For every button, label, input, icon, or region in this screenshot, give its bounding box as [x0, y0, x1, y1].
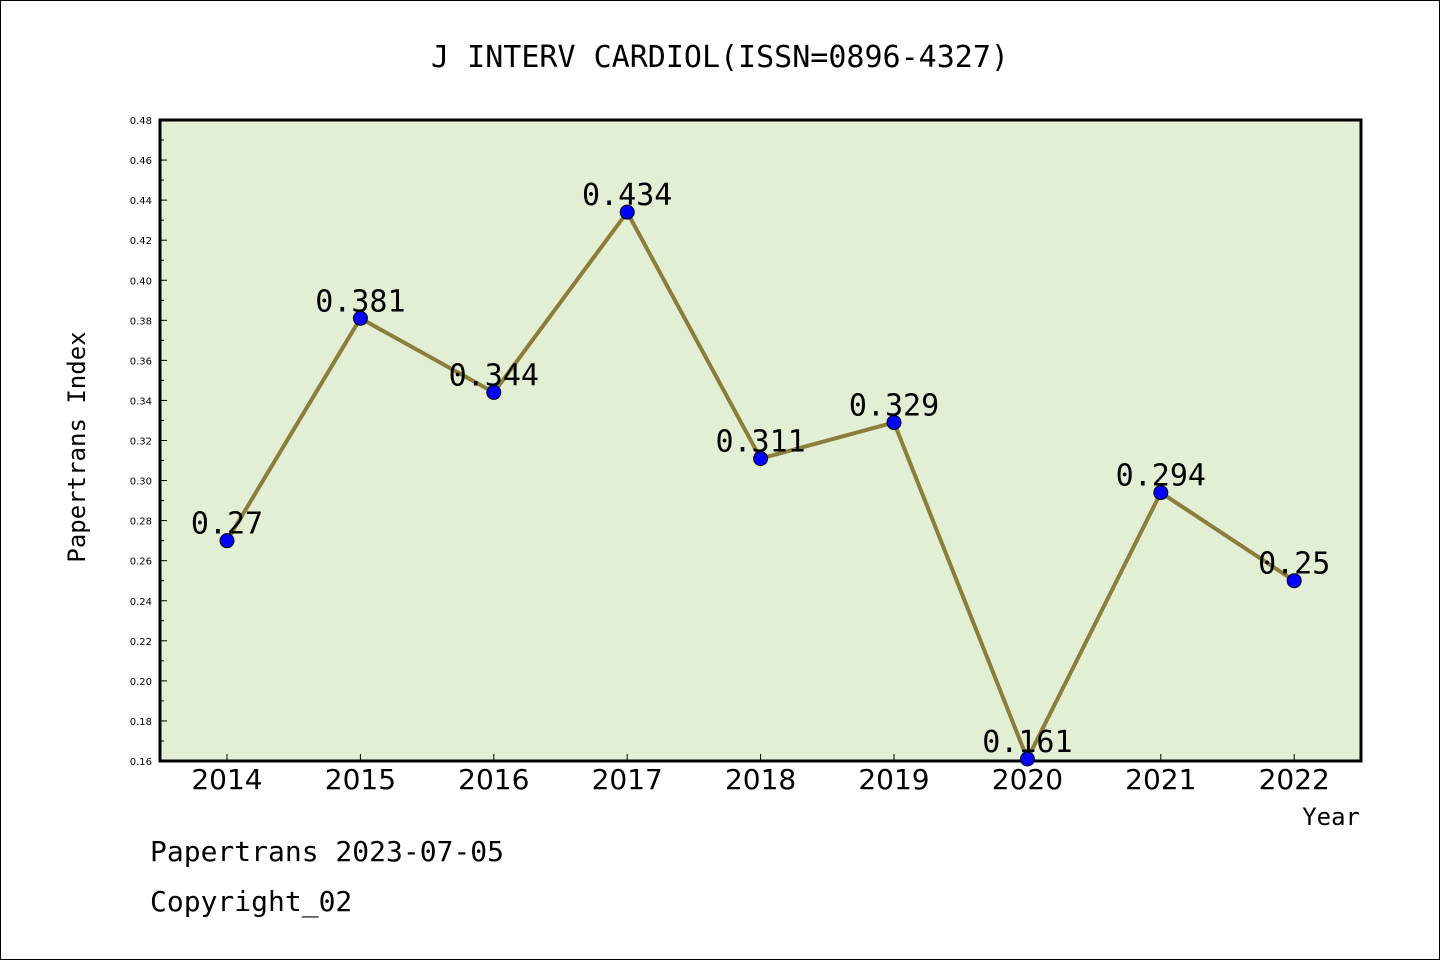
x-tick-label: 2017 [592, 763, 663, 796]
data-label: 0.161 [982, 725, 1072, 760]
x-axis-label: Year [1302, 803, 1360, 831]
y-tick-label: 0.42 [130, 236, 152, 247]
y-axis: 0.16 0.18 0.20 0.22 0.24 0.26 0.28 0.30 0.32 0.34… [130, 116, 167, 768]
data-point [886, 414, 902, 430]
x-tick-label: 2021 [1125, 763, 1196, 796]
y-tick-label: 0.28 [130, 517, 152, 528]
y-tick-label: 0.26 [130, 557, 152, 568]
data-label: 0.434 [582, 178, 672, 213]
plot-area [158, 118, 1363, 763]
y-tick-label: 0.36 [130, 356, 152, 367]
y-axis-label: Papertrans Index [63, 331, 91, 562]
x-tick-label: 2016 [458, 763, 529, 796]
data-label: 0.311 [715, 425, 805, 460]
y-tick-label: 0.16 [130, 757, 152, 768]
y-tick-label: 0.22 [130, 637, 152, 648]
footer-date: Papertrans 2023-07-05 [150, 835, 505, 868]
data-point [619, 204, 635, 220]
data-label: 0.25 [1258, 547, 1330, 582]
data-label: 0.329 [849, 388, 939, 423]
data-label: 0.381 [315, 284, 405, 319]
data-point [352, 310, 368, 326]
y-tick-label: 0.30 [130, 477, 152, 488]
data-point [1286, 573, 1302, 589]
x-tick-label: 2019 [858, 763, 929, 796]
x-tick-label: 2014 [191, 763, 262, 796]
data-label: 0.27 [191, 507, 263, 542]
data-label: 0.344 [449, 358, 539, 393]
footer-copyright: Copyright_02 [150, 885, 353, 918]
y-tick-label: 0.40 [130, 276, 152, 287]
chart-title: J INTERV CARDIOL(ISSN=0896-4327) [431, 40, 1009, 75]
y-tick-label: 0.24 [130, 597, 152, 608]
series-layer: 0.27 0.381 0.344 0.434 0.311 0.329 0.161 0.294 0… [191, 178, 1330, 767]
data-point [753, 451, 769, 467]
y-tick-label: 0.44 [130, 196, 152, 207]
y-tick-label: 0.46 [130, 156, 152, 167]
data-point [219, 533, 235, 549]
x-tick-label: 2022 [1259, 763, 1330, 796]
x-tick-label: 2018 [725, 763, 796, 796]
y-tick-label: 0.18 [130, 717, 152, 728]
x-tick-label: 2015 [325, 763, 396, 796]
data-point [1019, 751, 1035, 767]
x-tick-label: 2020 [992, 763, 1063, 796]
data-point [486, 384, 502, 400]
data-label: 0.294 [1116, 459, 1206, 494]
y-tick-label: 0.48 [130, 116, 152, 127]
x-axis: 2014 2015 2016 2017 2018 2019 2020 2021 2022 [191, 754, 1330, 796]
y-tick-label: 0.32 [130, 437, 152, 448]
y-tick-label: 0.38 [130, 316, 152, 327]
y-tick-label: 0.34 [130, 396, 152, 407]
data-point [1153, 485, 1169, 501]
y-tick-label: 0.20 [130, 677, 152, 688]
